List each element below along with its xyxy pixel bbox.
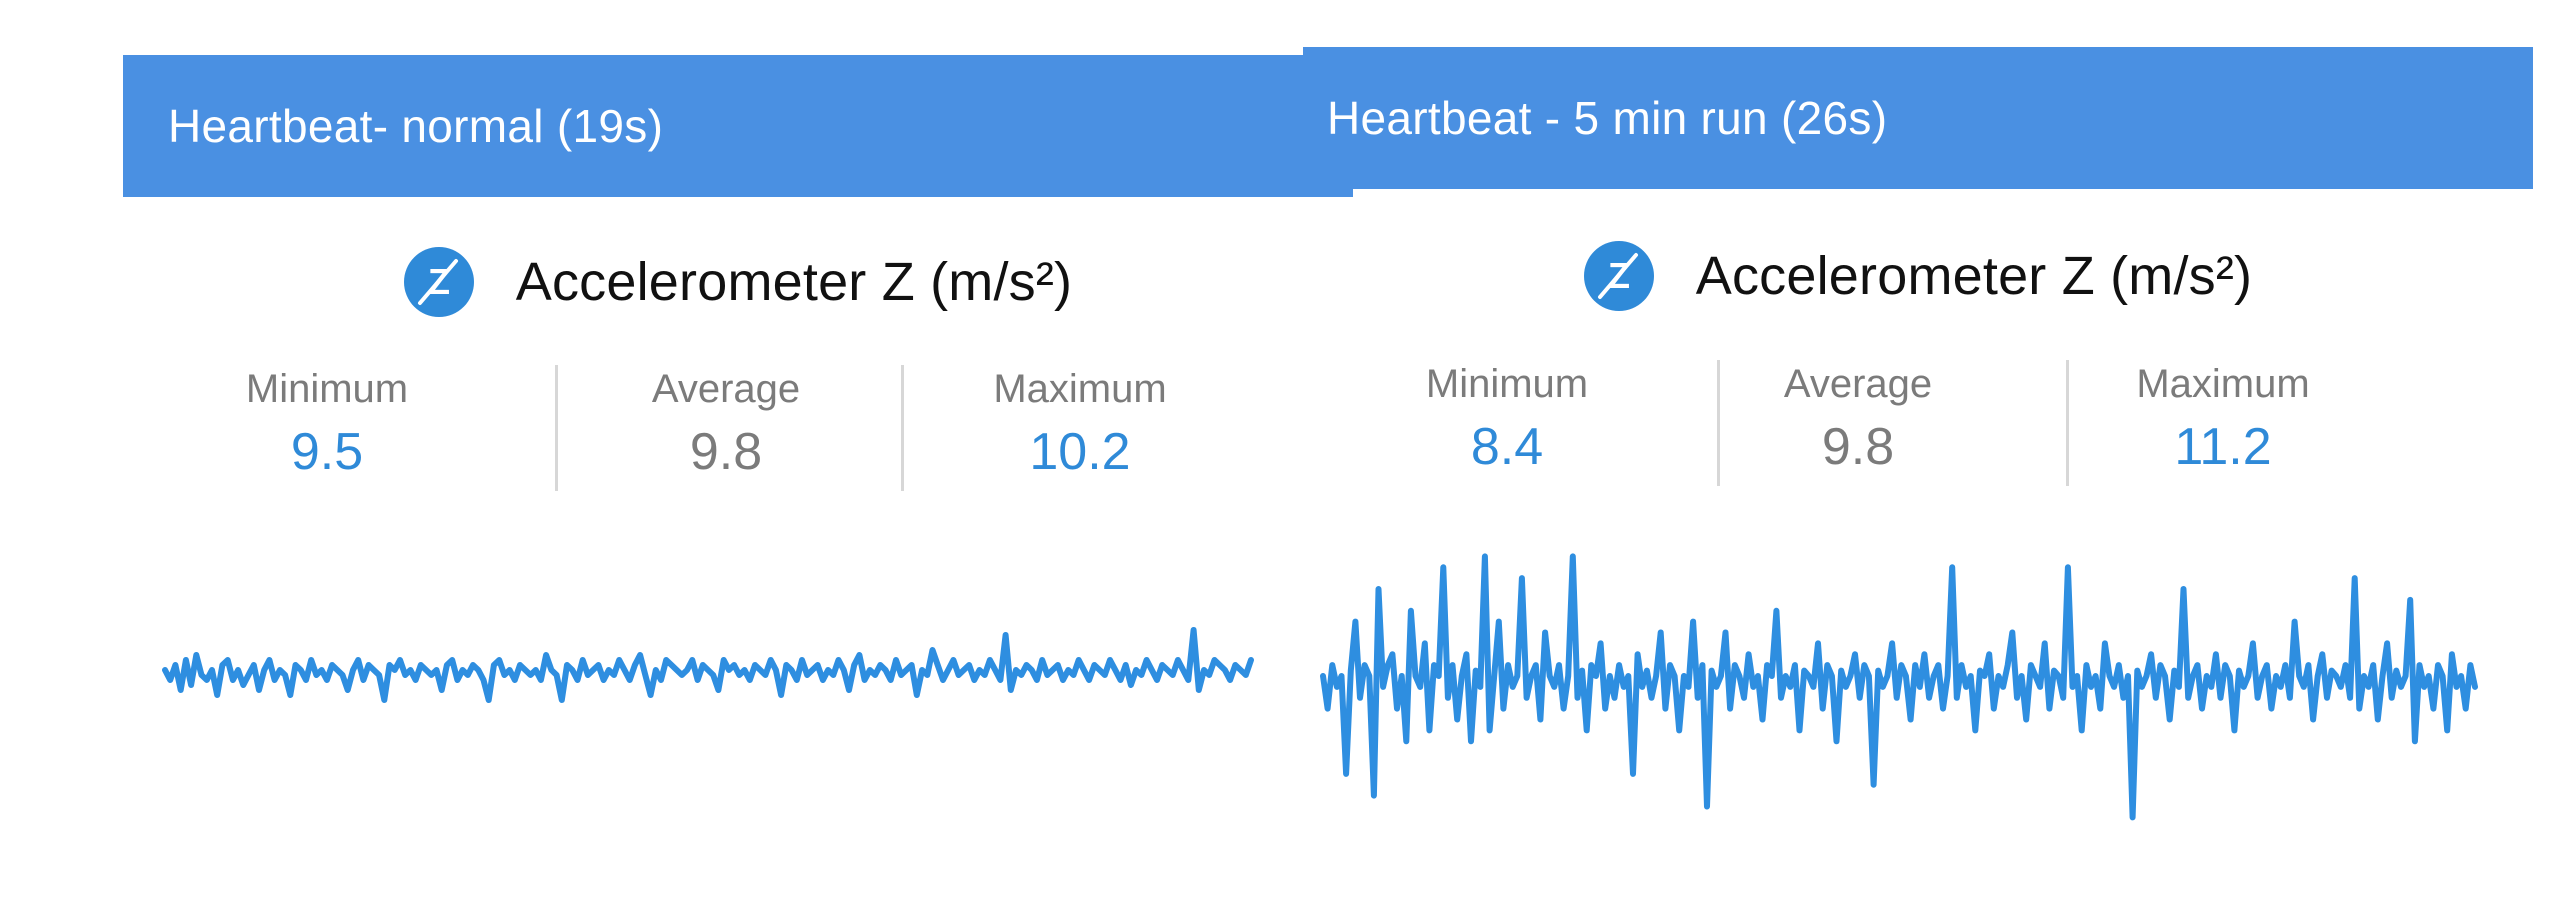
- stat-maximum: Maximum 11.2: [2053, 360, 2393, 480]
- sensor-title-row: Z Accelerometer Z (m/s²): [123, 242, 1353, 322]
- stat-maximum-value: 11.2: [2174, 418, 2272, 476]
- chart-panel-normal: Heartbeat- normal (19s) Z Accelerometer …: [123, 0, 1353, 900]
- svg-text:Z: Z: [1608, 255, 1630, 296]
- panel-header-title: Heartbeat - 5 min run (26s): [1327, 92, 1888, 144]
- stat-minimum: Minimum 8.4: [1337, 360, 1677, 480]
- panel-header[interactable]: Heartbeat- normal (19s): [123, 55, 1353, 197]
- sensor-title: Accelerometer Z (m/s²): [515, 252, 1073, 312]
- stat-maximum-label: Maximum: [2136, 362, 2310, 406]
- stat-divider: [2066, 360, 2069, 486]
- stat-maximum-label: Maximum: [993, 367, 1167, 411]
- stat-average-value: 9.8: [689, 423, 763, 481]
- series-line: [1320, 553, 2478, 821]
- stat-average-value: 9.8: [1821, 418, 1895, 476]
- stat-divider: [1717, 360, 1720, 486]
- stat-minimum: Minimum 9.5: [157, 365, 497, 485]
- stats-row: Minimum 8.4 Average 9.8 Maximum 11.2: [1303, 360, 2533, 490]
- stat-average-label: Average: [651, 367, 801, 411]
- stat-minimum-value: 8.4: [1470, 418, 1544, 476]
- stats-row: Minimum 9.5 Average 9.8 Maximum 10.2: [123, 365, 1353, 495]
- stat-divider: [901, 365, 904, 491]
- panel-header[interactable]: Heartbeat - 5 min run (26s): [1303, 47, 2533, 189]
- accelerometer-z-icon: Z: [403, 247, 474, 317]
- stat-average: Average 9.8: [556, 365, 896, 485]
- stat-maximum: Maximum 10.2: [910, 365, 1250, 485]
- panel-header-title: Heartbeat- normal (19s): [168, 100, 664, 152]
- stat-minimum-label: Minimum: [1425, 362, 1589, 406]
- sensor-title: Accelerometer Z (m/s²): [1695, 246, 2253, 306]
- stat-divider: [555, 365, 558, 491]
- accelerometer-z-icon: Z: [1583, 241, 1654, 311]
- svg-text:Z: Z: [428, 261, 450, 302]
- series-line: [162, 627, 1254, 703]
- stat-maximum-value: 10.2: [1029, 423, 1131, 481]
- stat-average: Average 9.8: [1688, 360, 2028, 480]
- stat-average-label: Average: [1783, 362, 1933, 406]
- stat-minimum-label: Minimum: [245, 367, 409, 411]
- sensor-title-row: Z Accelerometer Z (m/s²): [1303, 236, 2533, 316]
- accelerometer-line-chart[interactable]: [1303, 0, 2533, 900]
- chart-panel-run: Heartbeat - 5 min run (26s) Z Accelerome…: [1303, 0, 2533, 900]
- accelerometer-line-chart[interactable]: [123, 0, 1353, 900]
- stat-minimum-value: 9.5: [290, 423, 364, 481]
